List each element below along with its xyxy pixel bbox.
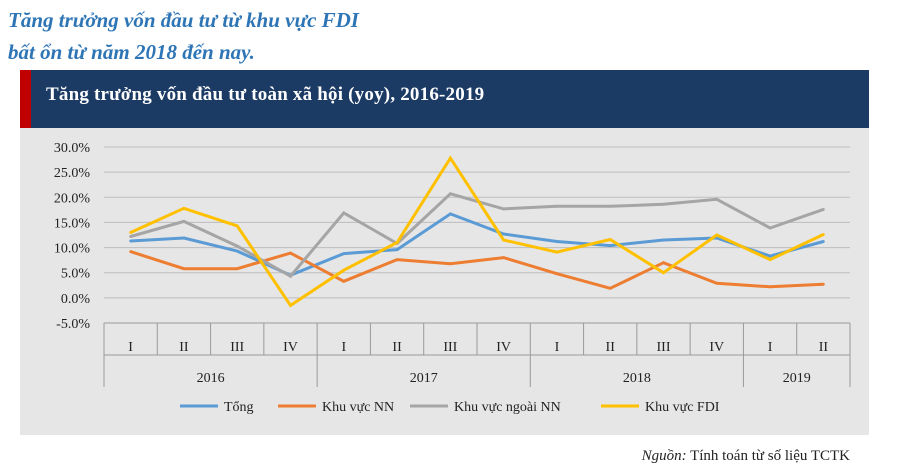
data-point — [555, 240, 559, 243]
series-line — [129, 155, 825, 308]
data-point — [289, 274, 292, 278]
data-point — [129, 235, 133, 238]
series-line — [130, 250, 824, 290]
data-point — [768, 285, 772, 289]
y-tick-label: 5.0% — [61, 267, 91, 282]
data-point — [448, 212, 452, 216]
data-point — [448, 156, 452, 160]
data-point — [235, 244, 239, 248]
x-tick-label: II — [819, 340, 829, 355]
x-tick-label: I — [341, 340, 346, 355]
chart-title-banner: Tăng trưởng vốn đầu tư toàn xã hội (yoy)… — [20, 70, 869, 128]
data-point — [821, 233, 825, 236]
x-group-label: 2016 — [197, 371, 225, 386]
y-tick-label: 15.0% — [54, 216, 91, 231]
data-point — [289, 251, 292, 255]
data-point — [182, 206, 186, 210]
data-point — [448, 192, 452, 196]
data-point — [821, 240, 825, 243]
data-point — [502, 238, 506, 242]
article-heading: Tăng trưởng vốn đầu tư từ khu vực FDI bấ… — [8, 4, 359, 68]
banner-accent-bar — [20, 70, 31, 128]
y-tick-label: 30.0% — [54, 141, 91, 156]
data-point — [555, 204, 559, 208]
data-point — [342, 279, 346, 283]
data-point — [289, 304, 292, 307]
source-note: Nguồn: Tính toán từ số liệu TCTK — [642, 448, 850, 465]
legend-label: Khu vực ngoài NN — [454, 400, 561, 415]
data-point — [768, 254, 772, 258]
data-point — [129, 239, 133, 243]
data-point — [608, 204, 612, 208]
legend-label: Khu vực FDI — [645, 400, 720, 415]
data-point — [235, 224, 239, 228]
data-point — [235, 249, 239, 253]
x-tick-label: I — [128, 340, 133, 355]
chart-panel: Tăng trưởng vốn đầu tư toàn xã hội (yoy)… — [20, 70, 869, 435]
data-point — [502, 207, 506, 211]
data-point — [182, 236, 186, 240]
data-point — [608, 286, 612, 290]
chart-title: Tăng trưởng vốn đầu tư toàn xã hội (yoy)… — [46, 84, 485, 105]
data-point — [608, 238, 612, 241]
heading-line-2: bất ổn từ năm 2018 đến nay. — [8, 40, 255, 64]
x-tick-label: III — [657, 340, 671, 355]
data-point — [342, 211, 346, 215]
y-tick-label: -5.0% — [56, 317, 90, 332]
data-point — [662, 202, 665, 206]
x-tick-label: III — [443, 340, 457, 355]
data-point — [821, 207, 825, 211]
y-tick-label: 25.0% — [54, 166, 91, 181]
data-point — [662, 271, 665, 275]
heading-line-1: Tăng trưởng vốn đầu tư từ khu vực FDI — [8, 8, 359, 32]
x-tick-label: IV — [283, 340, 298, 355]
data-point — [662, 238, 665, 242]
data-point — [342, 252, 346, 256]
x-group-label: 2018 — [623, 371, 651, 386]
data-point — [235, 267, 239, 271]
data-point — [768, 226, 772, 230]
x-tick-label: II — [392, 340, 402, 355]
data-point — [129, 250, 133, 253]
data-point — [555, 272, 559, 276]
data-point — [395, 248, 399, 251]
data-point — [182, 220, 186, 223]
data-point — [502, 256, 506, 260]
x-tick-label: II — [179, 340, 189, 355]
data-point — [768, 258, 772, 262]
x-tick-label: IV — [496, 340, 511, 355]
data-point — [715, 281, 719, 285]
data-point — [395, 258, 399, 262]
x-group-label: 2019 — [783, 371, 811, 386]
data-point — [395, 241, 399, 244]
data-point — [555, 250, 559, 254]
data-point — [821, 282, 825, 286]
legend-label: Khu vực NN — [322, 400, 394, 415]
x-tick-label: II — [606, 340, 616, 355]
x-tick-label: I — [555, 340, 560, 355]
y-tick-label: 0.0% — [61, 292, 91, 307]
series-line — [130, 212, 824, 277]
data-point — [662, 261, 665, 265]
y-tick-label: 20.0% — [54, 191, 91, 206]
x-tick-label: IV — [709, 340, 724, 355]
x-group-label: 2017 — [410, 371, 438, 386]
y-tick-label: 10.0% — [54, 242, 91, 257]
source-text: Tính toán từ số liệu TCTK — [690, 448, 850, 464]
line-chart: -5.0%0.0%5.0%10.0%15.0%20.0%25.0%30.0%I I… — [54, 141, 851, 415]
x-tick-label: III — [230, 340, 244, 355]
data-point — [715, 233, 719, 237]
data-point — [448, 262, 452, 266]
data-point — [182, 267, 186, 271]
x-tick-label: I — [768, 340, 773, 355]
data-point — [715, 197, 719, 201]
legend-label: Tổng — [224, 400, 254, 415]
data-point — [502, 232, 506, 236]
source-label: Nguồn: — [641, 448, 687, 464]
data-point — [608, 244, 612, 247]
data-point — [129, 231, 133, 234]
data-point — [342, 268, 346, 272]
